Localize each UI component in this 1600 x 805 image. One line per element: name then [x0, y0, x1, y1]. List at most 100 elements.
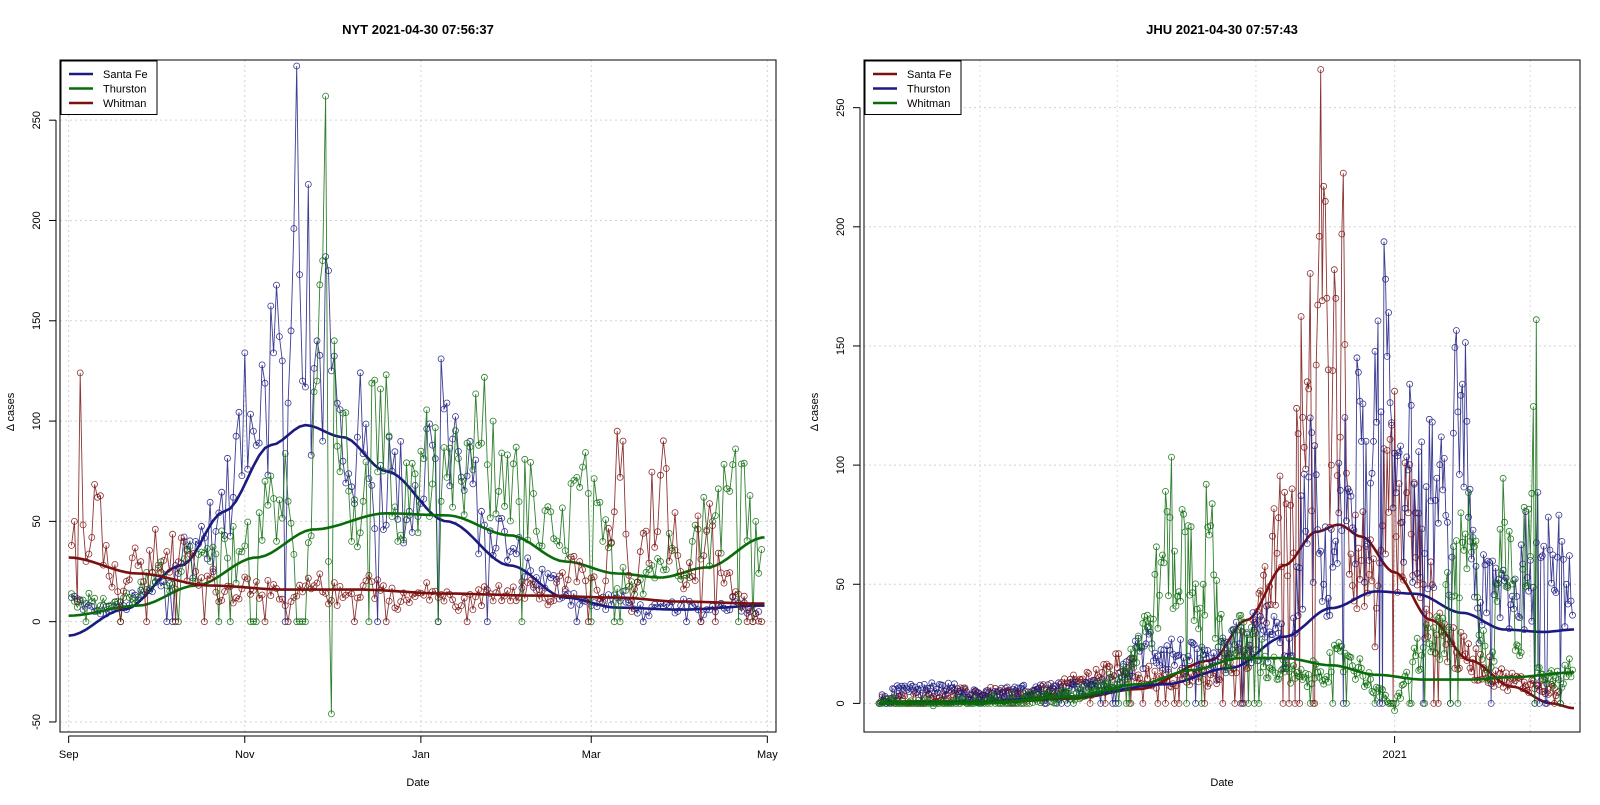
data-point [180, 555, 188, 563]
data-point [293, 62, 301, 70]
data-point [1122, 658, 1130, 666]
data-point [1380, 238, 1388, 246]
data-point [1037, 699, 1044, 707]
data-point [498, 515, 506, 522]
data-point [1543, 700, 1551, 707]
data-point [1343, 469, 1350, 477]
data-point [460, 486, 468, 494]
data-point [1365, 557, 1373, 564]
data-point [229, 523, 237, 530]
data-point [218, 527, 226, 535]
data-point [1332, 294, 1340, 302]
data-point [1092, 665, 1100, 673]
data-point [928, 679, 936, 687]
data-point [1367, 675, 1374, 683]
data-point [1391, 387, 1398, 395]
data-point [91, 480, 98, 488]
data-point [1392, 533, 1400, 540]
data-point [1320, 580, 1328, 588]
data-point [1364, 540, 1371, 548]
data-point [1373, 683, 1380, 691]
data-point [299, 618, 306, 626]
data-point [189, 550, 197, 557]
data-point [1558, 684, 1566, 691]
data-point [270, 349, 278, 357]
data-point [73, 598, 81, 605]
data-point [1190, 617, 1198, 624]
y-tick-label: 50 [835, 578, 847, 590]
data-point [1172, 602, 1180, 610]
data-point [105, 572, 113, 580]
data-point [1409, 578, 1417, 586]
trend-line [68, 511, 765, 617]
data-point [475, 586, 483, 594]
data-point [1115, 650, 1123, 658]
data-point [1462, 339, 1469, 346]
data-point [258, 361, 266, 369]
data-point [385, 432, 393, 440]
data-point [1528, 489, 1536, 497]
data-point [1406, 380, 1414, 388]
nyt-chart: NYT 2021-04-30 07:56:37 Date Δ cases Sep… [5, 22, 778, 789]
data-point [1416, 665, 1424, 673]
data-point [1371, 643, 1379, 651]
data-point [1347, 550, 1355, 558]
data-point [1128, 672, 1136, 680]
data-point [1100, 681, 1108, 689]
data-point [1394, 452, 1401, 460]
data-point [218, 597, 226, 604]
data-point [1249, 630, 1257, 638]
data-point [1379, 686, 1386, 694]
data-point [215, 618, 223, 626]
data-point [1496, 614, 1504, 622]
data-point [1508, 580, 1516, 588]
data-point [1232, 618, 1240, 626]
chart-title: NYT 2021-04-30 07:56:37 [342, 22, 494, 37]
data-point [931, 689, 939, 697]
data-point [1502, 583, 1510, 590]
data-point [278, 595, 286, 603]
data-point [1368, 688, 1376, 695]
data-point [426, 420, 433, 428]
data-point [1336, 486, 1344, 494]
data-point [1163, 507, 1171, 515]
data-point [1496, 525, 1504, 533]
data-point [1465, 513, 1472, 521]
series-whitman [875, 316, 1576, 714]
data-point [683, 618, 690, 626]
data-point [1382, 550, 1389, 558]
data-point [1257, 613, 1264, 620]
data-point [1269, 532, 1276, 540]
data-point [1103, 680, 1111, 688]
data-point [1299, 413, 1306, 421]
data-point [1465, 489, 1472, 497]
data-point [1315, 232, 1323, 240]
data-point [1419, 644, 1427, 651]
data-point [1258, 622, 1266, 630]
data-point [443, 473, 451, 481]
data-point [1116, 678, 1124, 686]
data-point [206, 498, 214, 506]
data-point [1150, 615, 1157, 623]
data-point [1335, 509, 1343, 517]
data-point [267, 592, 275, 599]
data-point [368, 481, 376, 489]
data-point [267, 302, 275, 310]
series-santa-fe [875, 66, 1575, 710]
trend-line [68, 556, 765, 605]
data-point [1318, 598, 1326, 605]
data-point [1320, 182, 1328, 190]
data-point [1400, 680, 1407, 688]
series-line [71, 65, 759, 624]
data-point [1419, 580, 1427, 588]
data-point [134, 593, 142, 601]
y-axis-label: Δ cases [809, 392, 821, 431]
data-point [1272, 669, 1279, 677]
data-point [466, 443, 474, 451]
data-point [1220, 652, 1228, 660]
data-point [559, 504, 566, 512]
data-point [1430, 624, 1438, 631]
data-point [131, 544, 139, 552]
data-point [1336, 433, 1344, 441]
data-point [1422, 621, 1430, 629]
